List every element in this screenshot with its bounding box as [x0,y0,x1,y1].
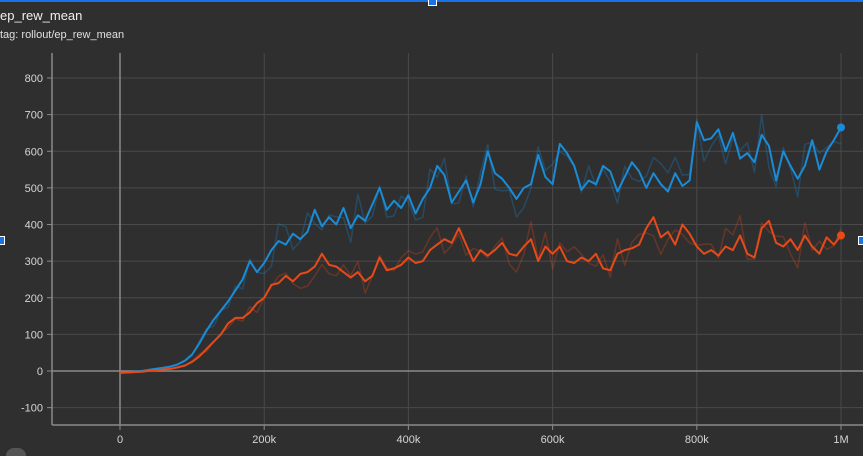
x-tick-label: 1M [833,434,848,446]
resize-handle-right[interactable] [858,236,863,245]
smoothed-series-lines [119,121,842,374]
raw-line-run-blue [119,113,842,374]
y-tick-label: 500 [25,183,43,195]
x-tick-label: 600k [541,434,565,446]
y-tick-label: 600 [25,146,43,158]
smoothed-line-run-blue[interactable] [119,121,842,374]
x-tick-label: 800k [685,434,709,446]
chart-tag: tag: rollout/ep_rew_mean [0,29,125,41]
resize-handle-left[interactable] [0,236,5,245]
x-tick-label: 0 [117,434,123,446]
y-tick-label: 700 [25,110,43,122]
y-tick-label: 800 [25,73,43,85]
y-tick-label: 300 [25,256,43,268]
end-markers [837,123,845,240]
y-tick-label: 400 [25,220,43,232]
end-marker-run-blue[interactable] [837,123,845,132]
smoothed-line-run-red[interactable] [119,216,842,374]
x-axis-labels: 0 200k 400k 600k 800k 1M [117,434,849,446]
grid-lines [52,53,863,425]
y-tick-label: 200 [25,293,43,305]
x-tick-label: 200k [252,434,276,446]
resize-handle-top[interactable] [428,0,437,6]
axes [47,53,863,430]
expand-toggle[interactable] [6,448,26,456]
x-tick-label: 400k [396,434,420,446]
chart-title: ep_rew_mean [0,8,83,23]
end-marker-run-red[interactable] [837,231,845,240]
y-tick-label: -100 [21,403,43,415]
y-tick-label: 0 [37,366,43,378]
raw-line-run-red [119,214,842,374]
y-axis-labels: -100 0 100 200 300 400 500 600 700 800 [21,73,43,415]
y-tick-label: 100 [25,329,43,341]
